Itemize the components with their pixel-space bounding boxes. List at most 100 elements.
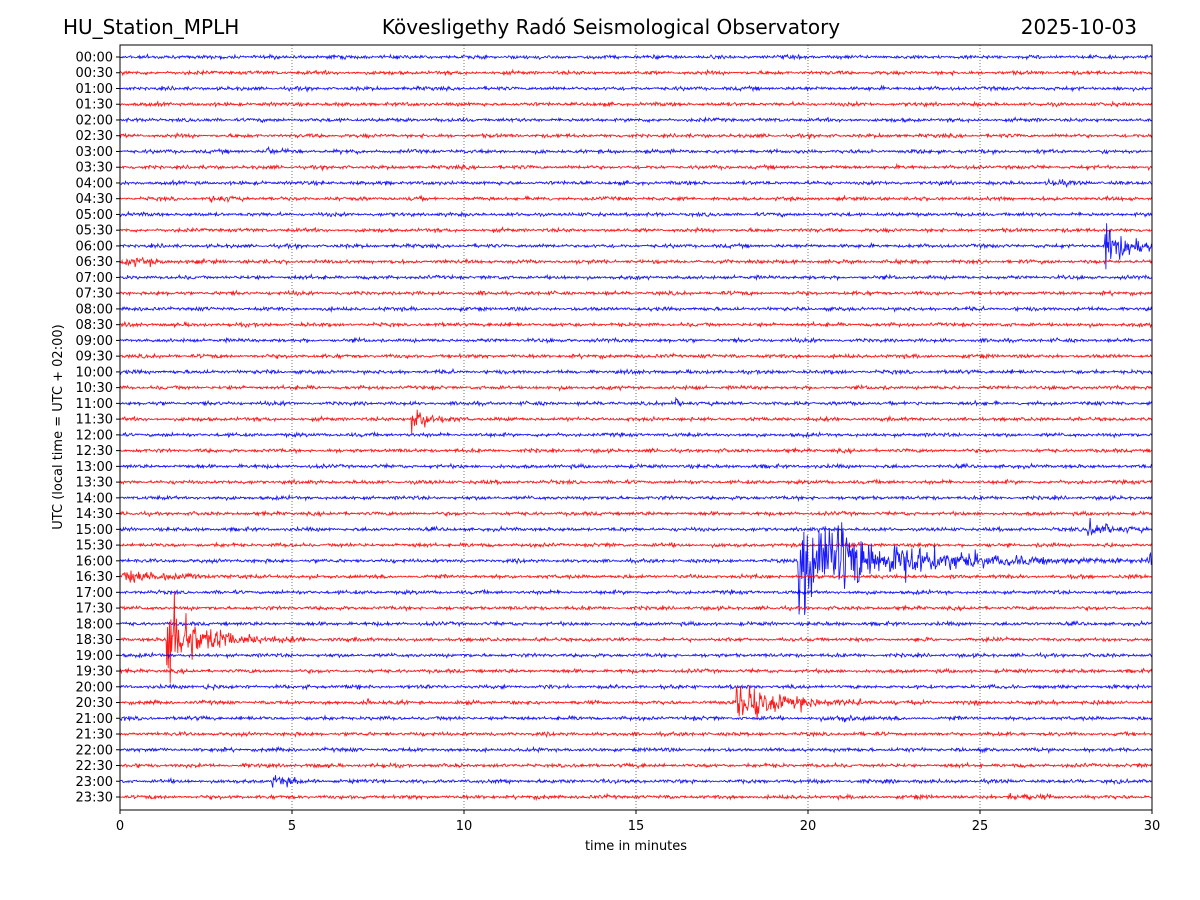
y-tick-label: 19:00 xyxy=(76,649,113,664)
date-title: 2025-10-03 xyxy=(1020,15,1137,39)
y-tick-label: 02:30 xyxy=(76,129,113,144)
trace-0130 xyxy=(119,100,1153,109)
y-tick-label: 00:30 xyxy=(76,66,113,81)
y-tick-label: 11:00 xyxy=(76,397,113,412)
y-tick-label: 05:30 xyxy=(76,224,113,239)
y-tick-label: 14:30 xyxy=(76,507,113,522)
y-tick-label: 19:30 xyxy=(76,665,113,680)
y-tick-label: 07:00 xyxy=(76,271,113,286)
trace-1830 xyxy=(119,590,1153,683)
trace-2100 xyxy=(119,714,1153,723)
trace-2130 xyxy=(119,730,1153,739)
y-tick-label: 06:00 xyxy=(76,239,113,254)
trace-1100 xyxy=(119,396,1153,408)
y-tick-label: 21:00 xyxy=(76,712,113,727)
trace-1000 xyxy=(119,367,1153,376)
y-tick-label: 10:00 xyxy=(76,365,113,380)
y-tick-label: 20:30 xyxy=(76,696,113,711)
trace-2030 xyxy=(119,685,1153,720)
y-tick-label: 05:00 xyxy=(76,208,113,223)
y-tick-label: 20:00 xyxy=(76,680,113,695)
y-tick-label: 06:30 xyxy=(76,255,113,270)
y-tick-label: 10:30 xyxy=(76,381,113,396)
trace-0630 xyxy=(119,256,1153,268)
trace-1530 xyxy=(119,541,1153,549)
trace-0100 xyxy=(119,84,1153,93)
y-tick-label: 16:00 xyxy=(76,554,113,569)
y-tick-label: 23:00 xyxy=(76,775,113,790)
trace-0300 xyxy=(119,145,1153,156)
y-tick-label: 03:00 xyxy=(76,145,113,160)
trace-2000 xyxy=(119,683,1153,692)
y-tick-label: 13:30 xyxy=(76,476,113,491)
y-tick-label: 08:30 xyxy=(76,318,113,333)
y-tick-label: 03:30 xyxy=(76,161,113,176)
y-tick-label: 12:30 xyxy=(76,444,113,459)
station-title: HU_Station_MPLH xyxy=(63,15,240,39)
y-tick-label: 01:00 xyxy=(76,82,113,97)
trace-2230 xyxy=(119,761,1153,770)
y-tick-label: 15:00 xyxy=(76,523,113,538)
trace-0200 xyxy=(119,116,1153,124)
y-tick-label: 04:30 xyxy=(76,192,113,207)
x-tick-label: 0 xyxy=(116,819,124,834)
trace-1230 xyxy=(119,446,1153,455)
x-tick-label: 10 xyxy=(456,819,473,834)
trace-1430 xyxy=(119,509,1153,518)
trace-0930 xyxy=(119,352,1153,360)
x-tick-label: 25 xyxy=(972,819,989,834)
y-tick-label: 08:00 xyxy=(76,302,113,317)
trace-1730 xyxy=(120,604,1153,613)
y-tick-label: 22:30 xyxy=(76,759,113,774)
trace-0400 xyxy=(119,177,1153,189)
x-tick-label: 20 xyxy=(800,819,817,834)
trace-2300 xyxy=(120,775,1152,788)
y-tick-label: 04:00 xyxy=(76,176,113,191)
y-tick-label: 14:00 xyxy=(76,491,113,506)
y-tick-label: 22:00 xyxy=(76,743,113,758)
trace-0600 xyxy=(119,223,1153,270)
trace-1700 xyxy=(119,588,1153,597)
y-tick-label: 09:30 xyxy=(76,350,113,365)
y-tick-label: 00:00 xyxy=(76,51,113,66)
y-tick-label: 17:00 xyxy=(76,586,113,601)
trace-1130 xyxy=(119,409,1153,434)
y-tick-label: 02:00 xyxy=(76,113,113,128)
y-tick-label: 18:00 xyxy=(76,617,113,632)
trace-1630 xyxy=(119,570,1153,583)
trace-1300 xyxy=(119,462,1153,471)
trace-2330 xyxy=(119,792,1152,802)
y-tick-label: 01:30 xyxy=(76,98,113,113)
trace-1030 xyxy=(119,383,1153,392)
x-axis-label: time in minutes xyxy=(585,839,687,854)
trace-1330 xyxy=(119,478,1153,486)
trace-1500 xyxy=(119,517,1153,536)
y-tick-label: 18:30 xyxy=(76,633,113,648)
trace-0230 xyxy=(119,131,1153,141)
y-axis-label: UTC (local time = UTC + 02:00) xyxy=(51,324,66,529)
x-tick-label: 30 xyxy=(1144,819,1161,834)
trace-1200 xyxy=(119,430,1153,439)
trace-1400 xyxy=(119,493,1153,503)
y-tick-label: 12:00 xyxy=(76,428,113,443)
trace-0900 xyxy=(119,336,1153,345)
x-tick-label: 5 xyxy=(288,819,296,834)
trace-1800 xyxy=(119,619,1153,628)
trace-0030 xyxy=(119,68,1153,77)
trace-1600 xyxy=(119,522,1153,615)
trace-0830 xyxy=(119,320,1152,329)
y-tick-label: 16:30 xyxy=(76,570,113,585)
y-tick-label: 17:30 xyxy=(76,602,113,617)
trace-0430 xyxy=(119,194,1153,204)
y-tick-label: 21:30 xyxy=(76,728,113,743)
y-tick-label: 09:00 xyxy=(76,334,113,349)
trace-0700 xyxy=(119,273,1153,282)
trace-0800 xyxy=(119,305,1153,313)
observatory-title: Kövesligethy Radó Seismological Observat… xyxy=(381,15,841,39)
trace-0730 xyxy=(119,289,1153,297)
trace-0500 xyxy=(119,210,1153,219)
y-tick-label: 15:30 xyxy=(76,539,113,554)
y-tick-label: 13:00 xyxy=(76,460,113,475)
trace-1930 xyxy=(119,667,1153,675)
